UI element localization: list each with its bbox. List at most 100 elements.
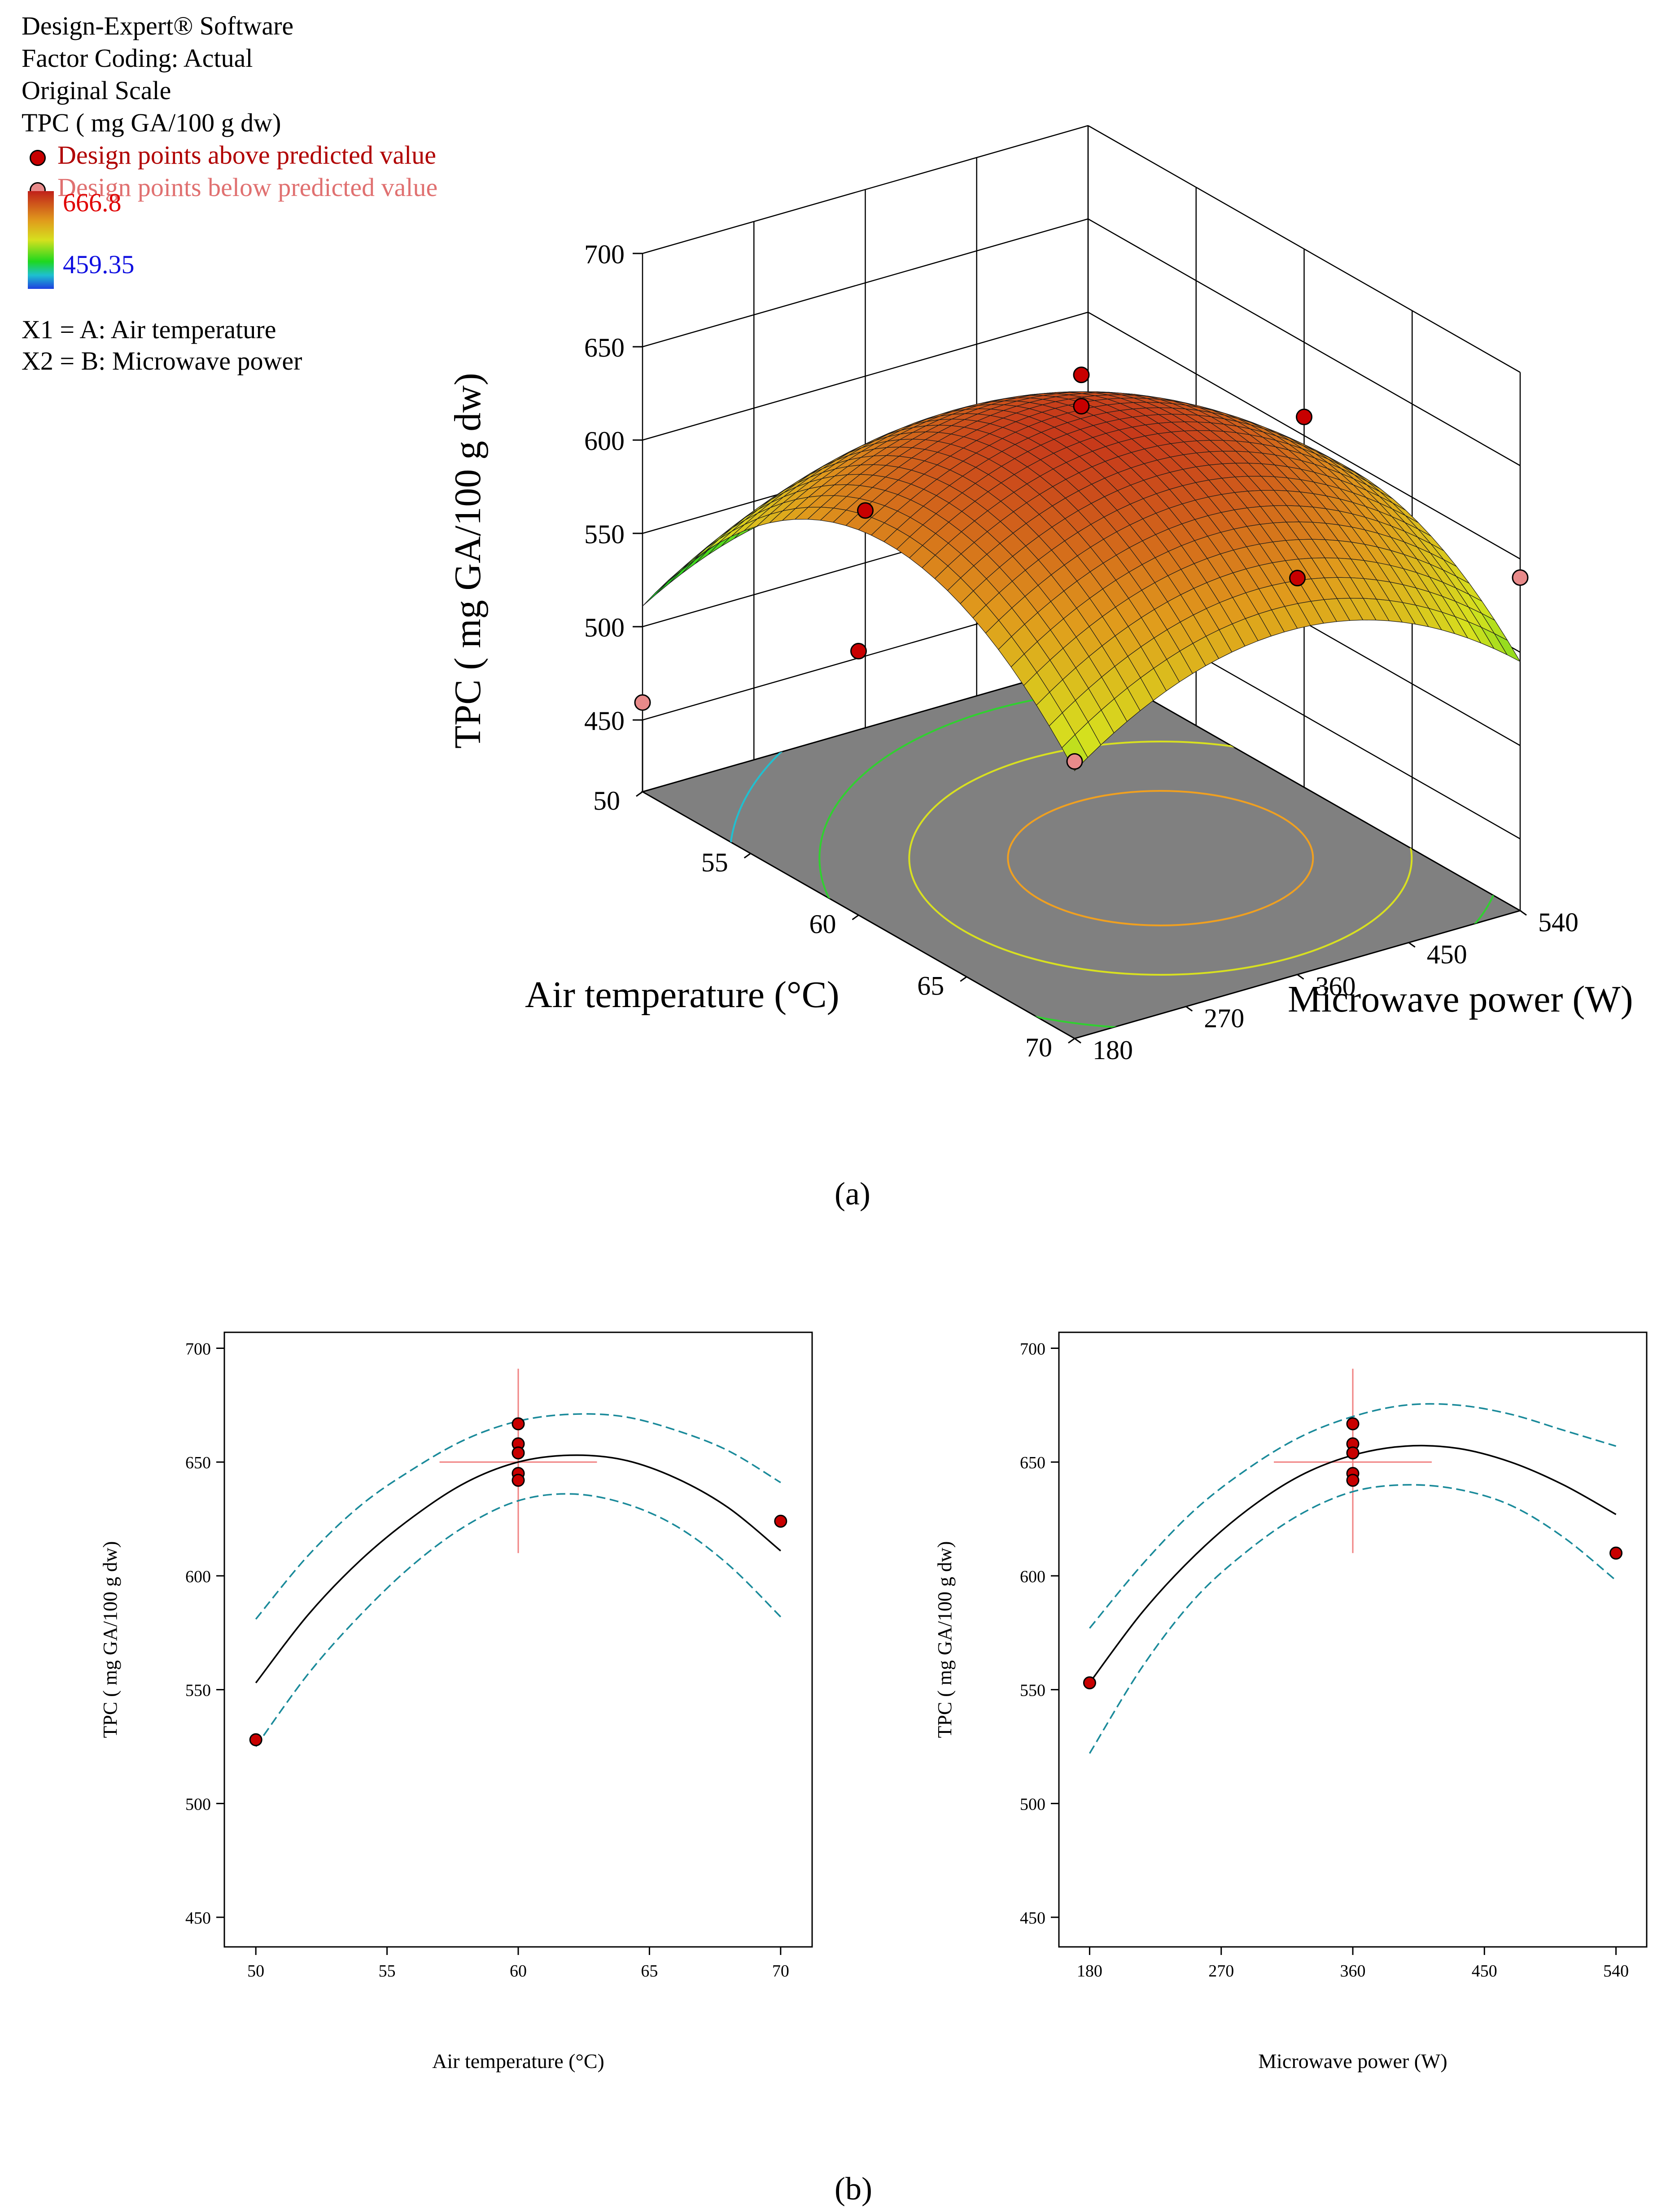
x-tick-label: 540: [1603, 1962, 1629, 1981]
y-tick-label: 450: [185, 1909, 211, 1928]
factor-x2: X2 = B: Microwave power: [22, 346, 302, 375]
y-tick-label: 450: [1020, 1909, 1045, 1928]
x-tick-mark: [960, 976, 967, 982]
design-point-below: [1512, 569, 1529, 586]
y-tick-label: 650: [185, 1453, 211, 1472]
y-tick-mark: [1408, 942, 1416, 948]
color-bar: [28, 191, 54, 289]
x-tick-label: 360: [1340, 1962, 1366, 1981]
surface-axis-labels: 450 500 550 600 650 700 50 55 60 65 70 180 270 360 450…: [447, 240, 1633, 1065]
design-point-above: [857, 502, 874, 519]
design-point: [1083, 1676, 1096, 1689]
y-tick-label: 450: [1427, 939, 1467, 969]
z-tick-label: 700: [584, 240, 625, 269]
floor-contour: [908, 741, 1413, 976]
z-tick-label: 500: [584, 613, 625, 642]
y-tick-mark: [1074, 1038, 1081, 1044]
y-tick-label: 180: [1093, 1035, 1133, 1065]
wall-grid-line: [1088, 125, 1521, 373]
caption-a: (a): [835, 1176, 870, 1212]
design-point: [512, 1437, 525, 1451]
wall-grid-line: [1088, 311, 1521, 560]
x-tick-mark: [743, 853, 751, 859]
y-tick-label: 700: [185, 1340, 211, 1359]
confidence-band-line: [255, 1493, 782, 1747]
z-tick-label: 600: [584, 426, 625, 456]
z-axis-title: TPC ( mg GA/100 g dw): [447, 373, 489, 749]
plot-group: 450 500 550 600 650 700 50 55 60 65 70 Air temperat…: [99, 1331, 813, 2072]
x-tick-mark: [1068, 1038, 1075, 1044]
design-point: [249, 1733, 262, 1746]
x-tick-label: 180: [1077, 1962, 1102, 1981]
design-point: [1346, 1437, 1360, 1451]
surface-patch: [682, 550, 708, 574]
x-axis-title: Air temperature (°C): [525, 974, 840, 1016]
x-axis-title: Microwave power (W): [1258, 2050, 1447, 2072]
y-axis-title: TPC ( mg GA/100 g dw): [934, 1541, 956, 1738]
floor-contour: [1007, 790, 1314, 926]
plot-frame: [1058, 1331, 1648, 1948]
y-tick-label: 270: [1204, 1003, 1244, 1033]
legend-above-item: Design points above predicted value: [22, 139, 437, 171]
above-point-icon: [30, 149, 46, 166]
legend-software: Design-Expert® Software: [22, 11, 294, 40]
confidence-band-line: [1089, 1484, 1617, 1754]
color-bar-max: 666.8: [63, 188, 122, 217]
y-tick-label: 540: [1538, 907, 1578, 937]
factor-x1: X1 = A: Air temperature: [22, 315, 276, 344]
y-tick-mark: [1520, 910, 1527, 916]
wall-grid-line: [1088, 218, 1521, 467]
z-tick-label: 550: [584, 519, 625, 549]
z-tick-label: 650: [584, 333, 625, 362]
design-point: [1346, 1474, 1360, 1487]
color-bar-min: 459.35: [63, 250, 135, 279]
design-point: [1346, 1467, 1360, 1480]
design-point: [774, 1514, 787, 1528]
y-tick-label: 600: [185, 1567, 211, 1586]
y-tick-label: 500: [1020, 1795, 1045, 1814]
y-tick-label: 650: [1020, 1453, 1045, 1472]
x-tick-label: 70: [1025, 1033, 1052, 1062]
design-point: [1609, 1546, 1623, 1560]
predicted-line: [1089, 1444, 1617, 1684]
plot-frame: [223, 1331, 813, 1948]
y-tick-label: 360: [1316, 972, 1356, 1001]
y-tick-mark: [1185, 1006, 1193, 1012]
legend-above-label: Design points above predicted value: [57, 140, 436, 170]
x-tick-label: 55: [379, 1962, 396, 1981]
design-point-above: [1073, 366, 1090, 384]
design-point: [1346, 1417, 1360, 1431]
x-tick-label: 60: [809, 909, 836, 939]
legend-response: TPC ( mg GA/100 g dw): [22, 108, 281, 137]
wall-grid-line: [642, 218, 1089, 348]
y-axis-title: TPC ( mg GA/100 g dw): [99, 1541, 121, 1738]
z-tick-label: 450: [584, 706, 625, 736]
x-tick-label: 70: [772, 1962, 789, 1981]
design-point: [512, 1467, 525, 1480]
x-tick-label: 50: [247, 1962, 264, 1981]
x-tick-label: 65: [917, 971, 944, 1001]
caption-b: (b): [835, 2171, 872, 2207]
surface-patch: [655, 570, 682, 595]
design-point: [1346, 1446, 1360, 1460]
design-point-above: [1296, 408, 1312, 425]
surface-legend: Design-Expert® Software Factor Coding: A…: [22, 10, 437, 204]
y-tick-label: 700: [1020, 1340, 1045, 1359]
y-tick-mark: [1297, 974, 1304, 980]
x-tick-label: 55: [701, 848, 728, 877]
y-tick-label: 500: [185, 1795, 211, 1814]
surface-mesh: [642, 391, 1521, 772]
design-point-below: [634, 694, 651, 711]
legend-below-label: Design points below predicted value: [57, 173, 438, 202]
x-tick-mark: [636, 791, 643, 797]
confidence-band-line: [1089, 1403, 1617, 1629]
x-axis-title: Air temperature (°C): [432, 2050, 604, 2072]
surface-design-points: [634, 366, 1529, 770]
x-tick-mark: [852, 914, 859, 921]
design-point-below: [1066, 753, 1083, 770]
surface-patch: [668, 560, 695, 584]
x-tick-label: 450: [1472, 1962, 1497, 1981]
design-point-above: [1289, 570, 1306, 587]
legend-below-item: Design points below predicted value: [22, 171, 437, 204]
wall-grid-line: [642, 311, 1089, 441]
